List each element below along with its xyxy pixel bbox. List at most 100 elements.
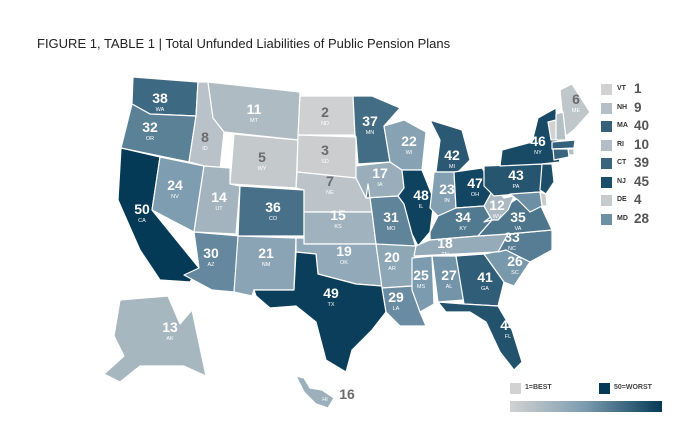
state-abbr-ms: MS [417, 284, 426, 290]
state-ma [551, 139, 576, 150]
state-md [509, 191, 543, 213]
state-rank-tx: 49 [323, 285, 339, 301]
state-abbr-nd: ND [321, 121, 329, 127]
state-abbr-ar: AR [388, 266, 396, 272]
state-rank-ms: 25 [413, 267, 429, 283]
small-state-row-nj: NJ 45 [601, 173, 691, 194]
state-rank-wa: 38 [152, 90, 168, 106]
state-rank-ok: 19 [336, 243, 352, 259]
state-rank-me: 6 [572, 91, 580, 107]
small-state-swatch-md [601, 213, 612, 225]
state-rank-mt: 11 [247, 101, 262, 117]
state-rank-ks: 15 [330, 207, 346, 223]
state-rank-nd: 2 [321, 104, 329, 120]
state-rank-wv: 12 [489, 197, 505, 213]
state-rank-ne: 7 [326, 173, 334, 189]
state-rank-il: 48 [413, 187, 429, 203]
small-state-abbr-nj: NJ [617, 177, 626, 185]
small-state-abbr-md: MD [617, 214, 628, 222]
state-rank-mi: 42 [444, 147, 460, 163]
state-abbr-wi: WI [406, 150, 413, 156]
small-state-rank-nj: 45 [634, 173, 650, 189]
small-state-swatch-ri [601, 139, 612, 151]
state-abbr-sc: SC [511, 270, 519, 276]
state-rank-ny: 46 [530, 133, 546, 149]
state-rank-tn: 18 [437, 235, 453, 251]
state-abbr-ga: GA [481, 286, 489, 292]
state-rank-wy: 5 [258, 149, 266, 165]
small-state-row-md: MD 28 [601, 210, 691, 231]
state-ms [411, 255, 435, 313]
small-state-abbr-de: DE [617, 196, 627, 203]
state-rank-sd: 3 [321, 142, 329, 158]
state-abbr-sd: SD [321, 159, 329, 165]
state-rank-ut: 14 [211, 189, 227, 205]
legend-worst-swatch [599, 383, 610, 394]
small-state-swatch-nj [601, 176, 612, 188]
state-abbr-mi: MI [449, 164, 456, 170]
state-abbr-hi: HI [322, 397, 328, 403]
small-state-row-ma: MA 40 [601, 118, 691, 138]
small-state-row-vt: VT 1 [601, 81, 691, 101]
state-rank-ar: 20 [384, 249, 400, 265]
state-abbr-or: OR [146, 136, 154, 142]
state-hi [295, 375, 335, 409]
state-abbr-ny: NY [534, 150, 542, 156]
state-rank-fl: 44 [500, 317, 516, 333]
state-il [397, 169, 435, 247]
state-abbr-in: IN [444, 198, 450, 204]
state-abbr-ks: KS [334, 224, 342, 230]
state-abbr-az: AZ [207, 262, 215, 268]
state-abbr-va: VA [515, 226, 522, 232]
state-abbr-id: ID [202, 146, 208, 152]
state-abbr-nc: NC [508, 246, 516, 252]
state-rank-in: 23 [439, 181, 455, 197]
state-abbr-tx: TX [327, 302, 334, 308]
small-state-row-ri: RI 10 [601, 136, 691, 157]
state-abbr-wa: WA [156, 107, 165, 113]
state-abbr-tn: TN [441, 252, 448, 258]
small-state-swatch-nh [601, 102, 612, 114]
state-rank-hi: 16 [339, 386, 355, 402]
state-abbr-mn: MN [366, 130, 375, 136]
state-ak [103, 295, 207, 383]
legend-worst-label: 50=WORST [614, 384, 652, 391]
small-state-rank-ma: 40 [634, 118, 650, 133]
state-abbr-mt: MT [250, 118, 259, 124]
state-rank-wi: 22 [401, 133, 417, 149]
state-rank-ak: 13 [162, 319, 178, 335]
state-rank-oh: 47 [467, 175, 483, 191]
state-abbr-pa: PA [513, 184, 520, 190]
state-rank-id: 8 [201, 129, 209, 145]
state-rank-ky: 34 [455, 209, 471, 225]
state-rank-nv: 24 [167, 177, 183, 193]
state-fl [437, 301, 523, 371]
state-abbr-mo: MO [387, 226, 397, 232]
state-abbr-co: CO [269, 216, 278, 222]
state-rank-al: 27 [441, 267, 457, 283]
state-abbr-ia: IA [377, 182, 383, 188]
state-ga [455, 253, 505, 307]
small-state-swatch-ct [601, 158, 612, 169]
small-state-rank-md: 28 [634, 210, 650, 226]
small-state-abbr-ct: CT [617, 159, 627, 166]
state-rank-mo: 31 [383, 209, 399, 225]
small-state-abbr-nh: NH [617, 103, 628, 111]
state-rank-co: 36 [265, 199, 281, 215]
state-me [559, 83, 591, 137]
state-nj [539, 163, 555, 195]
state-rank-ia: 17 [372, 165, 388, 181]
legend-gradient-bar [510, 401, 662, 412]
state-rank-pa: 43 [508, 167, 524, 183]
small-state-rank-ct: 39 [634, 155, 650, 170]
small-state-rank-de: 4 [634, 192, 642, 207]
state-abbr-ok: OK [340, 260, 348, 266]
state-abbr-wv: WV [493, 214, 502, 220]
small-state-rank-ri: 10 [634, 136, 650, 152]
small-state-row-nh: NH 9 [601, 100, 691, 120]
small-state-row-ct: CT 39 [601, 155, 691, 175]
state-abbr-ak: AK [166, 336, 174, 342]
small-state-rank-vt: 1 [634, 81, 642, 96]
state-nh [555, 111, 567, 141]
